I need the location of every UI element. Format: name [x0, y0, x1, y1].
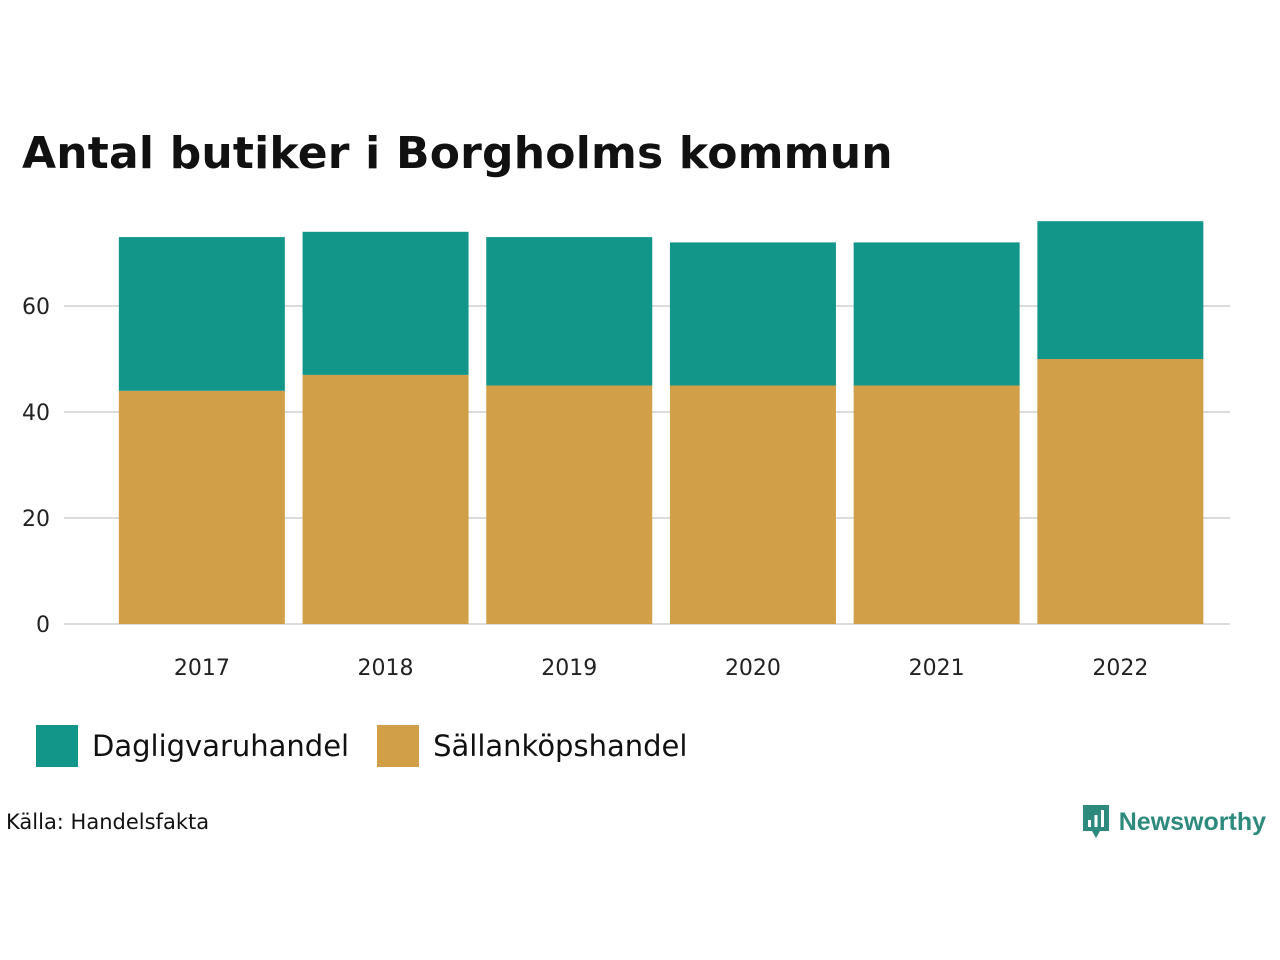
y-tick-label-0: 0 — [36, 613, 50, 638]
bar-sallankopshandel-2017 — [118, 390, 285, 624]
bar-dagligvaruhandel-2022 — [1037, 221, 1204, 359]
y-axis-ticks: 0 20 40 60 — [22, 295, 50, 638]
x-tick-label-2019: 2019 — [541, 656, 597, 681]
legend-label-dagligvaruhandel: Dagligvaruhandel — [92, 729, 350, 763]
legend-swatch-dagligvaruhandel — [36, 725, 78, 767]
bars — [118, 221, 1204, 624]
bar-sallankopshandel-2022 — [1037, 359, 1204, 624]
y-tick-label-20: 20 — [22, 507, 50, 532]
x-tick-label-2018: 2018 — [358, 656, 414, 681]
bar-sallankopshandel-2019 — [486, 385, 653, 624]
x-tick-label-2020: 2020 — [725, 656, 781, 681]
x-axis-ticks: 2017 2018 2019 2020 2021 2022 — [174, 656, 1148, 681]
source-note: Källa: Handelsfakta — [6, 810, 210, 834]
legend: Dagligvaruhandel Sällanköpshandel — [36, 725, 715, 767]
bar-sallankopshandel-2021 — [853, 385, 1020, 624]
chart-title: Antal butiker i Borgholms kommun — [22, 128, 893, 179]
legend-label-sallankopshandel: Sällanköpshandel — [433, 729, 688, 763]
bar-dagligvaruhandel-2021 — [853, 242, 1020, 386]
y-tick-label-60: 60 — [22, 295, 50, 320]
brand-name: Newsworthy — [1118, 807, 1266, 836]
x-tick-label-2022: 2022 — [1092, 656, 1148, 681]
bar-sallankopshandel-2018 — [302, 374, 469, 624]
bar-dagligvaruhandel-2019 — [486, 237, 653, 386]
newsworthy-logo-icon — [1082, 805, 1109, 838]
bar-dagligvaruhandel-2018 — [302, 231, 469, 375]
bar-dagligvaruhandel-2020 — [669, 242, 836, 386]
bar-sallankopshandel-2020 — [669, 385, 836, 624]
legend-item-sallankopshandel: Sällanköpshandel — [377, 725, 687, 767]
brand-logo: Newsworthy — [1081, 803, 1266, 841]
y-tick-label-40: 40 — [22, 401, 50, 426]
legend-item-dagligvaruhandel: Dagligvaruhandel — [36, 725, 349, 767]
bar-dagligvaruhandel-2017 — [118, 237, 285, 391]
x-tick-label-2017: 2017 — [174, 656, 230, 681]
legend-swatch-sallankopshandel — [377, 725, 420, 767]
x-tick-label-2021: 2021 — [909, 656, 965, 681]
